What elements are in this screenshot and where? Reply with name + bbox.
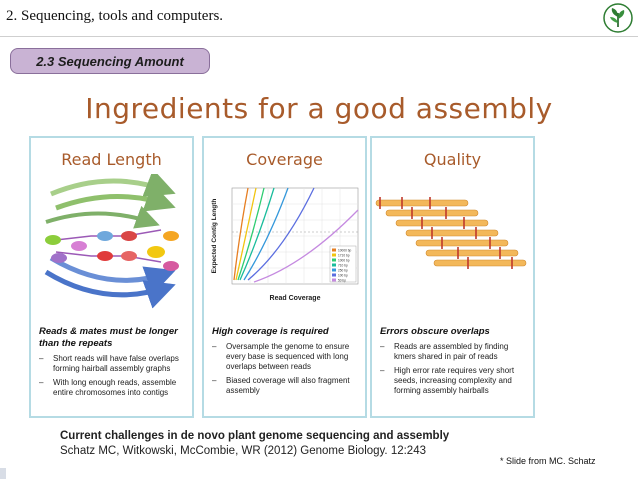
legend-entry: 1000 bp: [338, 258, 350, 262]
read-pileup-illustration: [375, 197, 527, 269]
panel-quality: Quality Errors obscure overlaps – Reads a…: [370, 136, 535, 418]
chart-ylabel: Expected Contig Length: [211, 199, 218, 274]
bullet-item: – Short reads will have false overlaps fo…: [39, 354, 179, 373]
bullet-item: – Biased coverage will also fragment asse…: [212, 376, 350, 395]
panel-title: Coverage: [246, 150, 323, 169]
slide-footnote: * Slide from MC. Schatz: [500, 456, 596, 466]
citation-reference: Schatz MC, Witkowski, McCombie, WR (2012…: [60, 445, 426, 457]
legend-entry: 1710 bp: [338, 253, 350, 257]
header-title: 2. Sequencing, tools and computers.: [6, 8, 224, 24]
panel-heading: Errors obscure overlaps: [380, 326, 490, 337]
plant-logo-icon: [603, 3, 633, 33]
bullet-item: – Oversample the genome to ensure every b…: [212, 342, 350, 371]
legend-entry: 100 bp: [338, 273, 348, 277]
slide-header: 2. Sequencing, tools and computers.: [0, 0, 638, 36]
header-divider: [0, 36, 638, 37]
slide-title: Ingredients for a good assembly: [85, 92, 553, 125]
section-label: 2.3 Sequencing Amount: [36, 54, 184, 69]
legend-entry: 250 bp: [338, 268, 348, 272]
legend-entry: 710 bp: [338, 263, 348, 267]
panel-bullets: – Reads are assembled by finding kmers sh…: [380, 342, 527, 400]
panel-title: Read Length: [61, 150, 162, 169]
panel-heading: High coverage is required: [212, 326, 329, 337]
read-graph-illustration: [44, 174, 179, 309]
panel-title: Quality: [423, 150, 482, 169]
bullet-item: – High error rate requires very short see…: [380, 366, 515, 395]
panel-heading: Reads & mates must be longer than the re…: [39, 326, 178, 349]
panel-bullets: – Oversample the genome to ensure every b…: [212, 342, 359, 400]
panel-bullets: – Short reads will have false overlaps fo…: [39, 354, 186, 402]
legend-entry: 10000 bp: [338, 248, 352, 252]
corner-marker: [0, 468, 6, 479]
panel-coverage: Coverage 10000 bp 1710 bp 1000 bp 710 bp…: [202, 136, 367, 418]
legend-entry: 50 bp: [338, 278, 346, 282]
section-badge: 2.3 Sequencing Amount: [10, 48, 210, 74]
coverage-chart: 10000 bp 1710 bp 1000 bp 710 bp 250 bp 1…: [211, 187, 359, 302]
bullet-item: – Reads are assembled by finding kmers sh…: [380, 342, 509, 361]
bullet-item: – With long enough reads, assemble entire…: [39, 378, 177, 397]
chart-xlabel: Read Coverage: [270, 295, 321, 302]
citation-title: Current challenges in de novo plant geno…: [60, 430, 450, 442]
panel-read-length: Read Length Reads & mates must be longer…: [29, 136, 194, 418]
